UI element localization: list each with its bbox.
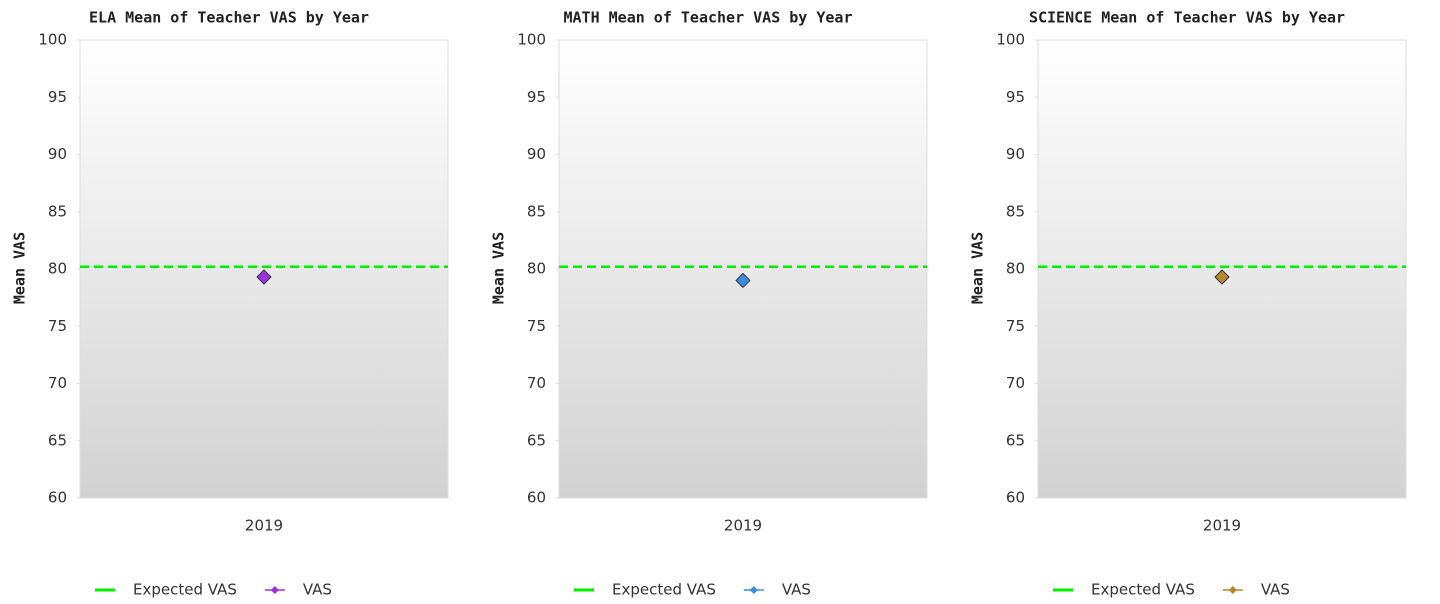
y-tick-label: 75	[527, 317, 546, 335]
legend-label: VAS	[782, 581, 811, 599]
y-tick-label: 75	[48, 317, 67, 335]
data-point	[735, 272, 751, 288]
chart-panel: MATH Mean of Teacher VAS by Year Mean VAS…	[490, 9, 928, 599]
y-tick-label: 65	[527, 431, 546, 449]
y-axis-label: Mean VAS	[969, 232, 987, 304]
y-tick-label: 100	[517, 31, 546, 49]
chart-title: SCIENCE Mean of Teacher VAS by Year	[1029, 9, 1345, 27]
legend-label: VAS	[1261, 581, 1290, 599]
legend-label: Expected VAS	[133, 581, 237, 599]
y-tick-label: 90	[1006, 145, 1025, 163]
y-tick-label: 100	[38, 31, 67, 49]
legend-marker	[1228, 586, 1237, 594]
plot-area	[558, 39, 928, 499]
y-tick-label: 100	[996, 31, 1025, 49]
chart-title: ELA Mean of Teacher VAS by Year	[89, 9, 369, 27]
y-tick-label: 75	[1006, 317, 1025, 335]
x-tick-label: 2019	[724, 517, 762, 535]
data-point	[1214, 269, 1230, 285]
y-tick-label: 60	[527, 489, 546, 507]
y-tick-label: 85	[1006, 202, 1025, 220]
y-axis-label: Mean VAS	[490, 232, 508, 304]
x-tick-label: 2019	[245, 517, 283, 535]
legend-marker	[270, 586, 279, 594]
data-point	[256, 269, 272, 285]
y-tick-label: 90	[48, 145, 67, 163]
chart-panel: ELA Mean of Teacher VAS by Year Mean VAS 6…	[11, 9, 449, 599]
plot-area	[1037, 39, 1407, 499]
y-tick-label: 70	[1006, 374, 1025, 392]
legend-label: Expected VAS	[612, 581, 716, 599]
y-tick-label: 85	[48, 202, 67, 220]
y-tick-label: 90	[527, 145, 546, 163]
y-tick-label: 60	[1006, 489, 1025, 507]
y-tick-label: 95	[48, 88, 67, 106]
y-tick-label: 60	[48, 489, 67, 507]
y-tick-label: 65	[48, 431, 67, 449]
y-tick-label: 80	[48, 260, 67, 278]
y-tick-label: 70	[527, 374, 546, 392]
plot-area	[79, 39, 449, 499]
y-tick-label: 95	[527, 88, 546, 106]
y-tick-label: 85	[527, 202, 546, 220]
y-tick-label: 70	[48, 374, 67, 392]
y-tick-label: 80	[527, 260, 546, 278]
chart-title: MATH Mean of Teacher VAS by Year	[564, 9, 853, 27]
y-tick-label: 95	[1006, 88, 1025, 106]
legend-label: VAS	[303, 581, 332, 599]
chart-panel: SCIENCE Mean of Teacher VAS by Year Mean …	[969, 9, 1407, 599]
y-tick-label: 65	[1006, 431, 1025, 449]
legend-label: Expected VAS	[1091, 581, 1195, 599]
y-axis-label: Mean VAS	[11, 232, 29, 304]
legend-marker	[749, 586, 758, 594]
y-tick-label: 80	[1006, 260, 1025, 278]
x-tick-label: 2019	[1203, 517, 1241, 535]
